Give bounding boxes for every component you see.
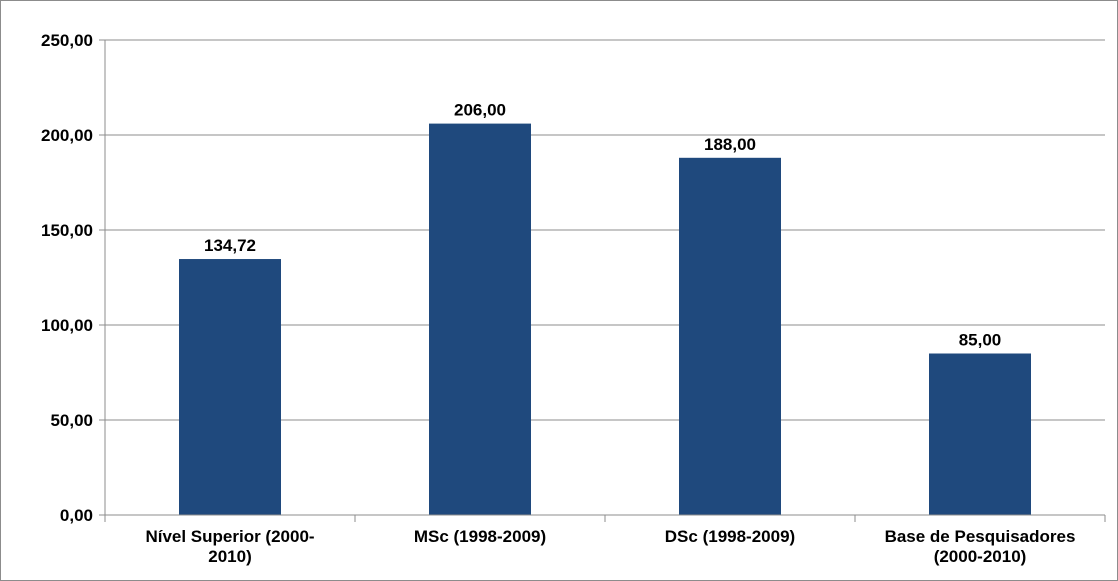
data-label: 134,72 (204, 236, 256, 255)
x-category-label: Base de Pesquisadores (885, 527, 1076, 546)
x-category-label: (2000-2010) (934, 547, 1027, 566)
x-category-label: 2010) (208, 547, 251, 566)
x-category-label: MSc (1998-2009) (414, 527, 546, 546)
y-axis-tick-labels: 0,00 50,00 100,00 150,00 200,00 250,00 (41, 31, 93, 525)
y-tick-label: 50,00 (50, 411, 93, 430)
y-tick-label: 150,00 (41, 221, 93, 240)
x-category-label: Nível Superior (2000- (145, 527, 314, 546)
bars (179, 123, 1031, 516)
bar (929, 353, 1031, 515)
x-axis-category-labels: Nível Superior (2000-2010) MSc (1998-2009… (145, 527, 1075, 566)
y-tick-label: 200,00 (41, 126, 93, 145)
data-label: 206,00 (454, 101, 506, 120)
y-tick-label: 100,00 (41, 316, 93, 335)
bar (679, 157, 781, 516)
y-tick-label: 0,00 (60, 506, 93, 525)
data-label: 85,00 (959, 331, 1002, 350)
data-labels: 134,72 206,00 188,00 85,00 (204, 101, 1001, 350)
bar (179, 259, 281, 515)
data-label: 188,00 (704, 135, 756, 154)
x-category-label: DSc (1998-2009) (665, 527, 795, 546)
y-tick-label: 250,00 (41, 31, 93, 50)
bar (429, 123, 531, 515)
axes (99, 39, 1106, 522)
